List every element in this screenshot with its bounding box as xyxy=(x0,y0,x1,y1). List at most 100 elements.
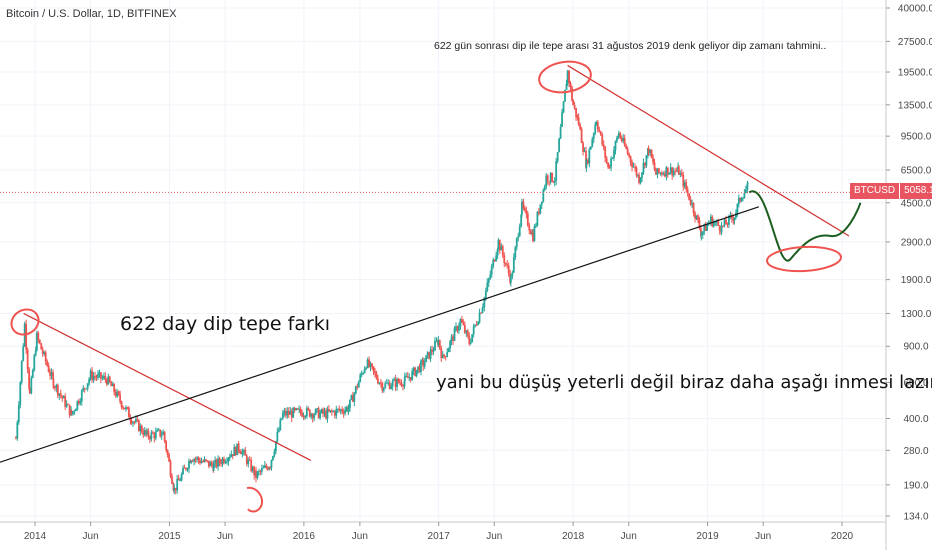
candle-body xyxy=(117,391,120,395)
candle-body xyxy=(185,467,187,470)
candle-body xyxy=(733,217,736,221)
candle-body xyxy=(362,372,365,374)
candle-body xyxy=(529,230,532,235)
candle-body xyxy=(462,322,465,325)
candle-body xyxy=(350,395,353,400)
candle-body xyxy=(674,170,677,172)
annotation-top-note[interactable]: 622 gün sonrası dip ile tepe arası 31 ağ… xyxy=(434,40,827,52)
candle-body xyxy=(620,137,623,142)
candle-body xyxy=(188,460,190,469)
candle-body xyxy=(617,135,620,138)
candle-body xyxy=(660,172,663,175)
candle-body xyxy=(41,349,44,354)
candle-body xyxy=(28,388,31,394)
candle-body xyxy=(67,404,70,405)
candle-body xyxy=(136,419,139,421)
candle-body xyxy=(250,460,253,472)
candle-body xyxy=(365,367,368,369)
candle-body xyxy=(514,247,517,258)
candle-body xyxy=(456,326,459,331)
candle-body xyxy=(438,339,441,349)
candle-body xyxy=(70,409,73,415)
candle-body xyxy=(130,420,133,424)
candle-body xyxy=(190,460,193,463)
candle-body xyxy=(101,377,104,379)
candle-body xyxy=(576,117,579,118)
x-tick-label: 2014 xyxy=(24,531,47,542)
y-tick-label: 6500.0 xyxy=(901,165,932,176)
candle-body xyxy=(381,383,384,391)
candle-body xyxy=(64,396,67,407)
candle-body xyxy=(368,359,370,367)
candle-body xyxy=(726,224,729,226)
candle-body xyxy=(128,407,130,418)
candle-body xyxy=(642,162,645,173)
candle-body xyxy=(210,462,213,466)
x-tick-label: 2017 xyxy=(428,531,451,542)
candle-body xyxy=(711,216,714,227)
candle-body xyxy=(351,395,354,402)
candle-body xyxy=(73,411,76,412)
candle-body xyxy=(200,461,203,464)
annotation-bottom-note[interactable]: yani bu düşüş yeterli değil biraz daha a… xyxy=(436,372,932,393)
candle-body xyxy=(744,189,747,194)
candle-body xyxy=(91,370,93,380)
candle-body xyxy=(545,175,548,187)
candle-body xyxy=(441,354,444,359)
candle-body xyxy=(689,199,692,205)
candle-body xyxy=(233,446,236,456)
candle-body xyxy=(548,181,551,183)
candle-body xyxy=(255,470,257,478)
candle-body xyxy=(120,401,123,408)
candle-body xyxy=(217,458,219,467)
candle-body xyxy=(17,404,20,423)
candle-body xyxy=(397,378,400,383)
candle-body xyxy=(490,266,493,275)
candle-body xyxy=(607,162,610,168)
candle-body xyxy=(46,361,49,366)
price-tag-value: 5058.1 xyxy=(900,183,932,199)
x-tick-label: 2020 xyxy=(831,531,854,542)
candle-body xyxy=(688,193,691,200)
y-tick-label: 600.0 xyxy=(903,378,928,389)
candle-body xyxy=(59,393,62,396)
candle-body xyxy=(675,170,678,172)
candle-body xyxy=(472,326,475,335)
candle-body xyxy=(133,421,136,423)
candle-body xyxy=(487,278,490,283)
candle-body xyxy=(663,173,666,177)
candle-body xyxy=(307,408,310,410)
candle-body xyxy=(631,162,633,168)
candle-body xyxy=(737,197,740,204)
candle-body xyxy=(172,483,175,491)
candle-body xyxy=(244,450,247,456)
candle-body xyxy=(594,125,597,134)
circle-2013-top xyxy=(10,308,40,336)
candle-body xyxy=(53,387,56,389)
candle-body xyxy=(281,412,284,419)
red-trendline-2018 xyxy=(567,64,850,237)
candle-body xyxy=(212,463,215,471)
candle-body xyxy=(465,330,468,333)
y-tick-label: 19500.0 xyxy=(898,68,932,79)
candle-body xyxy=(139,425,142,432)
candle-body xyxy=(396,378,398,387)
candle-body xyxy=(423,362,426,367)
candle-body xyxy=(573,104,576,108)
candle-body xyxy=(477,322,479,325)
candle-body xyxy=(377,378,379,384)
candle-body xyxy=(453,328,456,341)
x-tick-label: Jun xyxy=(83,531,99,542)
candle-body xyxy=(486,282,489,291)
candle-body xyxy=(709,221,712,224)
candle-body xyxy=(739,197,742,201)
candle-body xyxy=(230,454,233,457)
annotation-mid-note[interactable]: 622 day dip tepe farkı xyxy=(120,313,331,335)
candle-body xyxy=(412,367,415,372)
candle-body xyxy=(266,467,269,470)
candle-body xyxy=(408,377,411,379)
candle-body xyxy=(31,370,34,378)
x-tick-label: Jun xyxy=(486,531,502,542)
candle-body xyxy=(500,246,503,251)
